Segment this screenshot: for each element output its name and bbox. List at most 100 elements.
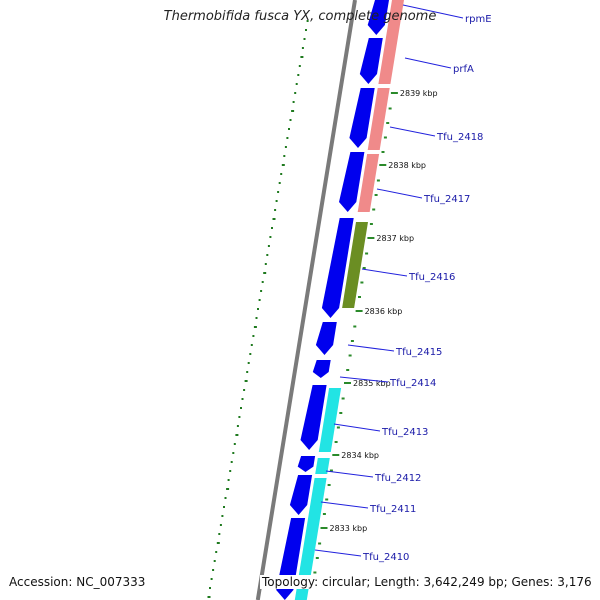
gc-content-dot [261, 281, 264, 283]
gene-label-leader [333, 423, 381, 432]
gc-content-dot [238, 416, 241, 418]
scale-minor-tick [386, 122, 390, 124]
gc-content-dot [224, 497, 227, 499]
gene-label: Tfu_2413 [381, 427, 428, 438]
gc-content-dot [241, 398, 244, 400]
gc-content-dot [263, 272, 267, 274]
gc-content-dot [212, 569, 215, 571]
genome-summary-text: Topology: circular; Length: 3,642,249 bp… [260, 575, 594, 589]
backbone-line [255, 0, 357, 600]
accession-text: Accession: NC_007333 [9, 575, 146, 589]
gc-content-dot [223, 506, 225, 508]
gc-content-dot [271, 227, 273, 229]
gc-content-dot [232, 452, 235, 454]
scale-label: 2833 kbp [330, 524, 368, 533]
gc-content-dot [218, 533, 221, 535]
scale-minor-tick [341, 397, 345, 400]
gene-label-leader [376, 188, 423, 199]
scale-minor-tick [376, 179, 380, 182]
gc-content-dot [229, 470, 232, 472]
scale-minor-tick [348, 354, 352, 357]
gc-content-dot [246, 371, 249, 373]
gene-label-leader [314, 549, 362, 557]
scale-minor-tick [381, 151, 385, 153]
gene-label-leader [320, 501, 369, 509]
gc-content-dot [243, 389, 246, 391]
scale-minor-tick [318, 542, 322, 545]
gc-content-dot [213, 560, 216, 562]
gene-arrow [315, 322, 337, 355]
scale-minor-tick [369, 223, 373, 225]
gc-content-dot [301, 47, 304, 49]
gc-content-dot [280, 173, 283, 175]
scale-label: 2838 kbp [388, 161, 426, 170]
scale-minor-tick [374, 194, 378, 196]
gene-arrow [300, 385, 327, 450]
gene-arrow [289, 475, 313, 515]
gc-content-dot [269, 236, 272, 238]
gc-content-dot [221, 515, 224, 517]
gc-content-dot [255, 317, 258, 319]
gc-content-dot [284, 146, 287, 148]
gc-content-dot [286, 137, 289, 139]
cog-category-bar [294, 478, 327, 600]
gc-content-dot [289, 119, 292, 121]
gc-content-dot [219, 524, 222, 526]
gc-content-dot [295, 83, 298, 85]
gc-content-dot [209, 587, 211, 589]
scale-minor-tick [327, 484, 331, 486]
scale-label: 2839 kbp [400, 89, 438, 98]
scale-minor-tick [315, 557, 319, 559]
gc-content-dot [275, 200, 278, 202]
gc-content-dot [249, 353, 252, 355]
cog-category-bar [367, 88, 390, 150]
gene-arrow [297, 456, 316, 472]
gene-label-leader [339, 376, 389, 383]
map-title: Thermobifida fusca YX, complete genome [163, 9, 437, 24]
gc-content-dot [207, 596, 211, 598]
scale-minor-tick [334, 441, 338, 443]
gc-content-dot [252, 335, 255, 337]
gc-content-dot [264, 263, 267, 265]
gc-content-dot [236, 425, 239, 427]
scale-minor-tick [336, 426, 340, 429]
gc-content-dot [258, 299, 261, 301]
cog-category-bar [378, 0, 404, 84]
gc-content-dot [277, 191, 280, 193]
gene-arrow [312, 360, 331, 378]
gc-content-dot [298, 65, 301, 67]
gc-content-dot [240, 407, 242, 409]
gene-label: Tfu_2414 [389, 378, 436, 389]
scale-minor-tick [353, 325, 357, 328]
gc-content-dot [233, 443, 236, 445]
gc-content-dot [244, 380, 248, 382]
scale-minor-tick [322, 513, 326, 515]
gc-content-dot [283, 155, 286, 157]
scale-label: 2834 kbp [341, 451, 379, 460]
gc-content-dot [281, 164, 285, 166]
scale-minor-tick [360, 281, 364, 284]
gene-label: Tfu_2411 [369, 504, 416, 515]
gene-arrow [339, 152, 365, 212]
gc-content-dot [288, 128, 290, 130]
gene-label-leader [389, 126, 436, 137]
gc-content-dot [226, 488, 230, 490]
scale-label: 2837 kbp [376, 234, 414, 243]
gene-label: Tfu_2416 [408, 272, 455, 283]
gc-content-dot [253, 326, 257, 328]
gene-label: Tfu_2410 [362, 552, 409, 563]
gene-label: Tfu_2412 [374, 473, 421, 484]
gc-content-dot [266, 254, 269, 256]
gc-content-dot [257, 308, 259, 310]
gc-content-dot [291, 110, 295, 112]
gene-label: Tfu_2418 [436, 132, 483, 143]
gene-label: prfA [453, 64, 474, 75]
cog-category-bar [342, 222, 368, 308]
gene-label-leader [361, 268, 408, 277]
gc-content-dot [247, 362, 250, 364]
scale-minor-tick [358, 296, 361, 298]
gc-content-dot [250, 344, 253, 346]
scale-minor-tick [383, 136, 387, 139]
gc-content-dot [303, 38, 306, 40]
